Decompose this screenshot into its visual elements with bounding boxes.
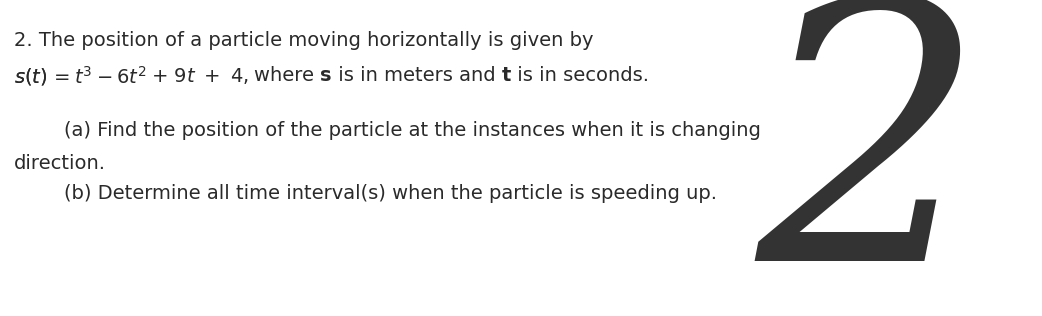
Text: $s(t)$: $s(t)$ <box>14 66 47 87</box>
Text: (a) Find the position of the particle at the instances when it is changing: (a) Find the position of the particle at… <box>14 121 761 140</box>
Text: $6t^{2}$: $6t^{2}$ <box>117 66 147 88</box>
Text: $t^{3}$: $t^{3}$ <box>74 66 92 88</box>
Text: where: where <box>254 66 320 85</box>
Text: $s(t)$: $s(t)$ <box>14 66 47 87</box>
Text: $-$: $-$ <box>96 66 113 85</box>
Text: is in seconds.: is in seconds. <box>511 66 649 85</box>
Text: s: s <box>320 66 331 85</box>
Text: (b) Determine all time interval(s) when the particle is speeding up.: (b) Determine all time interval(s) when … <box>14 184 717 203</box>
Text: 2. The position of a particle moving horizontally is given by: 2. The position of a particle moving hor… <box>14 31 594 50</box>
Text: is in meters and: is in meters and <box>331 66 501 85</box>
Text: $=$: $=$ <box>50 66 71 85</box>
Text: $+\ 9t\ +\ 4,$: $+\ 9t\ +\ 4,$ <box>151 66 249 86</box>
Text: direction.: direction. <box>14 154 106 173</box>
Text: t: t <box>501 66 511 85</box>
Text: 2: 2 <box>755 0 985 316</box>
